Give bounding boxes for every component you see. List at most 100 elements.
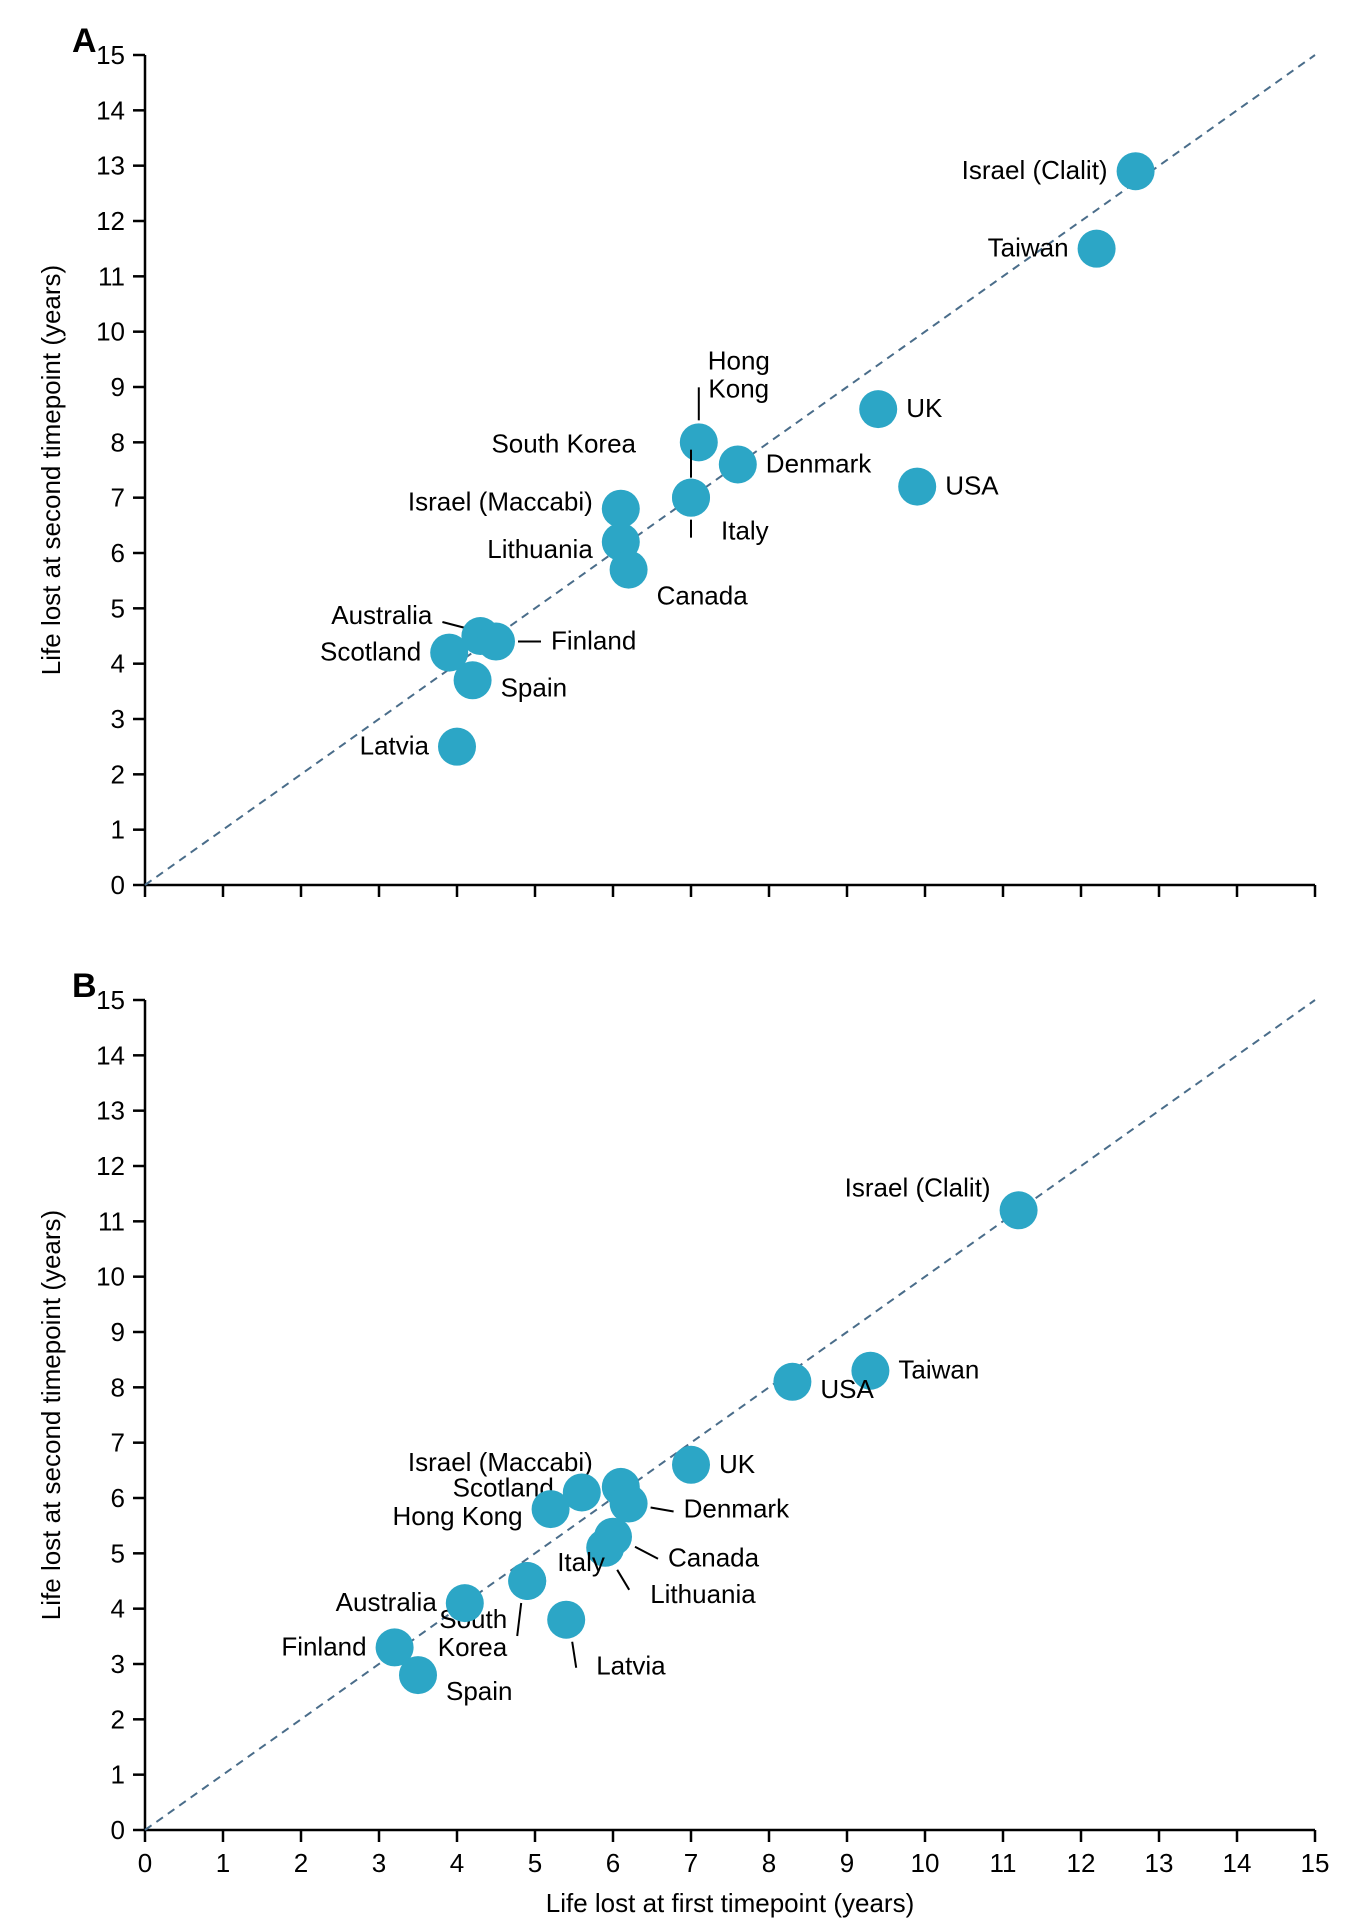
label-leader [651, 1508, 674, 1512]
panel-A: 0123456789101112131415Life lost at secon… [36, 40, 1315, 900]
x-tick-label: 13 [1145, 1848, 1174, 1878]
scatter-point [477, 623, 515, 661]
y-tick-label: 0 [111, 1815, 125, 1845]
y-tick-label: 8 [111, 427, 125, 457]
x-tick-label: 2 [294, 1848, 308, 1878]
y-tick-label: 4 [111, 649, 125, 679]
point-label: Denmark [684, 1494, 790, 1524]
scatter-point [672, 1446, 710, 1484]
scatter-point [1000, 1191, 1038, 1229]
x-tick-label: 1 [216, 1848, 230, 1878]
point-label: Taiwan [988, 233, 1069, 263]
scatter-point [532, 1490, 570, 1528]
point-label: Latvia [360, 731, 430, 761]
y-tick-label: 7 [111, 483, 125, 513]
point-label: UK [906, 393, 943, 423]
y-axis-label: Life lost at second timepoint (years) [36, 265, 66, 675]
point-label: Spain [501, 672, 567, 702]
x-axis-label: Life lost at first timepoint (years) [546, 1888, 914, 1918]
point-label: Finland [551, 626, 636, 656]
x-tick-label: 12 [1067, 1848, 1096, 1878]
point-label: Israel (Clalit) [845, 1172, 991, 1202]
panel-B: 0123456789101112131415012345678910111213… [36, 985, 1329, 1918]
y-tick-label: 14 [96, 95, 125, 125]
scatter-point [610, 551, 648, 589]
scatter-point [547, 1601, 585, 1639]
point-label: Israel (Maccabi) [408, 487, 593, 517]
scatter-point [399, 1656, 437, 1694]
panel-label-A: A [72, 22, 97, 60]
y-tick-label: 5 [111, 593, 125, 623]
y-tick-label: 12 [96, 206, 125, 236]
point-label: HongKong [708, 345, 770, 403]
scatter-point [602, 490, 640, 528]
y-tick-label: 13 [96, 1096, 125, 1126]
point-label: Canada [668, 1543, 760, 1573]
x-tick-label: 4 [450, 1848, 464, 1878]
y-tick-label: 15 [96, 985, 125, 1015]
point-label: South Korea [491, 429, 636, 459]
point-label: Australia [336, 1587, 438, 1617]
label-leader [635, 1547, 658, 1559]
label-leader [572, 1642, 576, 1668]
panel-label-B: B [72, 967, 97, 1005]
scatter-point [610, 1485, 648, 1523]
y-tick-label: 11 [98, 261, 125, 291]
figure-root: 0123456789101112131415Life lost at secon… [0, 0, 1362, 1920]
scatter-point [680, 423, 718, 461]
scatter-point [1078, 230, 1116, 268]
x-tick-label: 5 [528, 1848, 542, 1878]
scatter-point [446, 1584, 484, 1622]
scatter-point [454, 661, 492, 699]
x-tick-label: 9 [840, 1848, 854, 1878]
point-label: Australia [331, 600, 433, 630]
scatter-point [1117, 152, 1155, 190]
y-tick-label: 13 [96, 151, 125, 181]
y-tick-label: 7 [111, 1428, 125, 1458]
scatter-point [719, 445, 757, 483]
x-tick-label: 0 [138, 1848, 152, 1878]
scatter-point [859, 390, 897, 428]
y-tick-label: 4 [111, 1594, 125, 1624]
y-tick-label: 15 [96, 40, 125, 70]
x-tick-label: 8 [762, 1848, 776, 1878]
x-tick-label: 14 [1223, 1848, 1252, 1878]
label-leader [517, 1603, 521, 1636]
y-tick-label: 3 [111, 1649, 125, 1679]
y-tick-label: 3 [111, 704, 125, 734]
y-tick-label: 2 [111, 759, 125, 789]
point-label: Israel (Clalit) [962, 155, 1108, 185]
x-tick-label: 15 [1301, 1848, 1330, 1878]
y-tick-label: 0 [111, 870, 125, 900]
y-tick-label: 9 [111, 372, 125, 402]
point-label: Italy [557, 1547, 605, 1577]
x-tick-label: 7 [684, 1848, 698, 1878]
point-label: Spain [446, 1676, 513, 1706]
label-leader [617, 1570, 629, 1590]
point-label: Lithuania [650, 1579, 756, 1609]
y-axis-label: Life lost at second timepoint (years) [36, 1210, 66, 1620]
y-tick-label: 10 [96, 1262, 125, 1292]
x-tick-label: 11 [990, 1848, 1017, 1878]
y-tick-label: 1 [111, 815, 125, 845]
x-tick-label: 6 [606, 1848, 620, 1878]
y-tick-label: 6 [111, 538, 125, 568]
point-label: Latvia [596, 1651, 666, 1681]
point-label: Canada [657, 581, 749, 611]
y-tick-label: 5 [111, 1538, 125, 1568]
y-tick-label: 11 [98, 1206, 125, 1236]
point-label: Scotland [320, 637, 421, 667]
point-label: USA [945, 471, 999, 501]
scatter-point [508, 1562, 546, 1600]
scatter-point [672, 479, 710, 517]
y-tick-label: 9 [111, 1317, 125, 1347]
point-label: Italy [721, 516, 769, 546]
label-leader [442, 622, 465, 628]
x-tick-label: 3 [372, 1848, 386, 1878]
y-tick-label: 8 [111, 1372, 125, 1402]
x-tick-label: 10 [911, 1848, 940, 1878]
y-tick-label: 10 [96, 317, 125, 347]
point-label: Hong Kong [392, 1501, 522, 1531]
point-label: UK [719, 1449, 756, 1479]
y-tick-label: 14 [96, 1040, 125, 1070]
